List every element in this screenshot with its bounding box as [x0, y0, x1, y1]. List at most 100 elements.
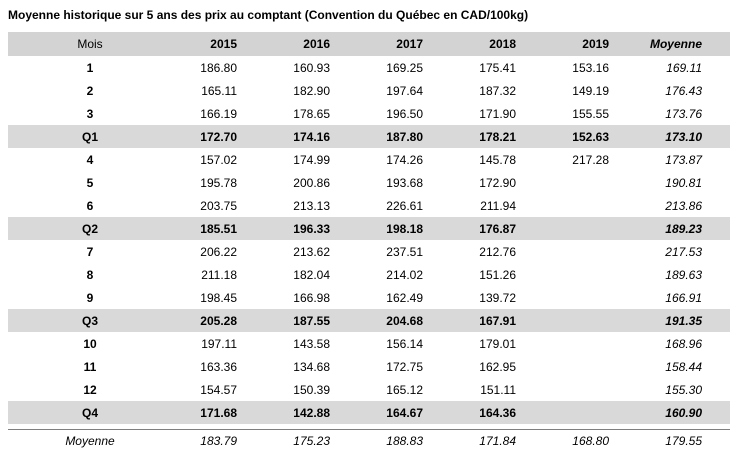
row-label: 10 — [83, 336, 97, 351]
row-label: 9 — [86, 290, 94, 305]
cell-2018: 211.94 — [480, 198, 516, 213]
cell-2018: 175.41 — [479, 60, 516, 75]
cell-moyenne: 189.63 — [665, 267, 702, 282]
table-row-4: 4 157.02 174.99 174.26 145.78 217.28 173.87 — [8, 148, 730, 171]
cell-2018: 172.90 — [479, 175, 516, 190]
cell-2017: 196.50 — [386, 106, 423, 121]
cell-moyenne: 190.81 — [665, 175, 702, 190]
cell-2015: 211.18 — [201, 267, 237, 282]
cell-2017: 172.75 — [386, 359, 423, 374]
cell-2015: 205.28 — [172, 309, 265, 332]
cell-2015: 157.02 — [200, 152, 237, 167]
cell-2019: 153.16 — [572, 60, 609, 75]
row-label: 7 — [86, 244, 94, 259]
cell-2015: 172.70 — [172, 125, 265, 148]
cell-2019 — [544, 171, 637, 194]
total-separator-line — [8, 424, 730, 430]
cell-2015: 195.78 — [200, 175, 237, 190]
cell-moyenne: 169.11 — [666, 60, 702, 75]
column-header-moyenne: Moyenne — [637, 32, 730, 56]
cell-2017: 237.51 — [386, 244, 423, 259]
cell-moyenne: 173.87 — [665, 152, 702, 167]
cell-2018: 162.95 — [479, 359, 516, 374]
row-label: 8 — [86, 267, 94, 282]
cell-2017: 214.02 — [386, 267, 423, 282]
cell-2017: 193.68 — [386, 175, 423, 190]
cell-2017: 165.12 — [386, 382, 423, 397]
row-label: Q4 — [8, 401, 172, 424]
cell-2016: 178.65 — [293, 106, 330, 121]
cell-2015: 171.68 — [172, 401, 265, 424]
cell-2018: 171.90 — [479, 106, 516, 121]
table-row-q2: Q2 185.51 196.33 198.18 176.87 189.23 — [8, 217, 730, 240]
cell-moyenne: 160.90 — [637, 401, 730, 424]
cell-2015: 154.57 — [200, 382, 237, 397]
cell-2016: 160.93 — [293, 60, 330, 75]
cell-2015: 203.75 — [200, 198, 237, 213]
cell-2016: 182.04 — [293, 267, 330, 282]
cell-2019 — [544, 263, 637, 286]
cell-2015: 185.51 — [172, 217, 265, 240]
cell-2018: 139.72 — [479, 290, 516, 305]
cell-2017: 198.18 — [358, 217, 451, 240]
cell-2019 — [544, 194, 637, 217]
table-row-1: 1 186.80 160.93 169.25 175.41 153.16 169.11 — [8, 56, 730, 79]
cell-2019: 217.28 — [572, 152, 609, 167]
table-row-moyenne: Moyenne 183.79 175.23 188.83 171.84 168.80 179… — [8, 429, 730, 452]
cell-2019: 149.19 — [572, 83, 609, 98]
cell-moyenne: 166.91 — [665, 290, 702, 305]
cell-2016: 134.68 — [293, 359, 330, 374]
cell-2018: 176.87 — [451, 217, 544, 240]
cell-2016: 150.39 — [293, 382, 330, 397]
cell-2016: 187.55 — [265, 309, 358, 332]
row-label: Moyenne — [65, 433, 115, 448]
column-header-2015: 2015 — [172, 32, 265, 56]
cell-2016: 175.23 — [293, 433, 330, 448]
cell-2018: 187.32 — [479, 83, 516, 98]
cell-2018: 212.76 — [479, 244, 516, 259]
table-row-7: 7 206.22 213.62 237.51 212.76 217.53 — [8, 240, 730, 263]
cell-2018: 178.21 — [451, 125, 544, 148]
cell-2019 — [544, 332, 637, 355]
cell-2017: 169.25 — [386, 60, 423, 75]
cell-2015: 186.80 — [200, 60, 237, 75]
table-row-3: 3 166.19 178.65 196.50 171.90 155.55 173.76 — [8, 102, 730, 125]
page-title: Moyenne historique sur 5 ans des prix au… — [8, 8, 529, 22]
cell-2019 — [544, 217, 637, 240]
cell-moyenne: 176.43 — [665, 83, 702, 98]
cell-2018: 145.78 — [479, 152, 516, 167]
table-row-8: 8 211.18 182.04 214.02 151.26 189.63 — [8, 263, 730, 286]
row-label: 12 — [83, 382, 97, 397]
cell-2017: 174.26 — [386, 152, 423, 167]
table-row-5: 5 195.78 200.86 193.68 172.90 190.81 — [8, 171, 730, 194]
table-row-q4: Q4 171.68 142.88 164.67 164.36 160.90 — [8, 401, 730, 424]
cell-2017: 156.14 — [386, 336, 423, 351]
cell-2018: 151.26 — [479, 267, 516, 282]
cell-2019 — [544, 309, 637, 332]
cell-moyenne: 158.44 — [665, 359, 702, 374]
table-row-2: 2 165.11 182.90 197.64 187.32 149.19 176.43 — [8, 79, 730, 102]
cell-2016: 196.33 — [265, 217, 358, 240]
cell-2018: 164.36 — [451, 401, 544, 424]
cell-2016: 174.99 — [293, 152, 330, 167]
cell-2017: 187.80 — [358, 125, 451, 148]
column-header-2016: 2016 — [265, 32, 358, 56]
cell-2016: 200.86 — [293, 175, 330, 190]
cell-2016: 142.88 — [265, 401, 358, 424]
cell-moyenne: 217.53 — [665, 244, 702, 259]
cell-moyenne: 173.76 — [665, 106, 702, 121]
table-body: 1 186.80 160.93 169.25 175.41 153.16 169.11 2 16… — [8, 56, 730, 452]
cell-2016: 166.98 — [293, 290, 330, 305]
cell-2019 — [544, 286, 637, 309]
row-label: 1 — [86, 60, 94, 75]
cell-moyenne: 179.55 — [665, 433, 702, 448]
cell-2016: 213.13 — [293, 198, 330, 213]
table-row-11: 11 163.36 134.68 172.75 162.95 158.44 — [8, 355, 730, 378]
cell-2015: 183.79 — [200, 433, 237, 448]
cell-moyenne: 168.96 — [665, 336, 702, 351]
cell-2018: 167.91 — [451, 309, 544, 332]
cell-2016: 174.16 — [265, 125, 358, 148]
table-row-q3: Q3 205.28 187.55 204.68 167.91 191.35 — [8, 309, 730, 332]
cell-2015: 165.11 — [201, 83, 237, 98]
